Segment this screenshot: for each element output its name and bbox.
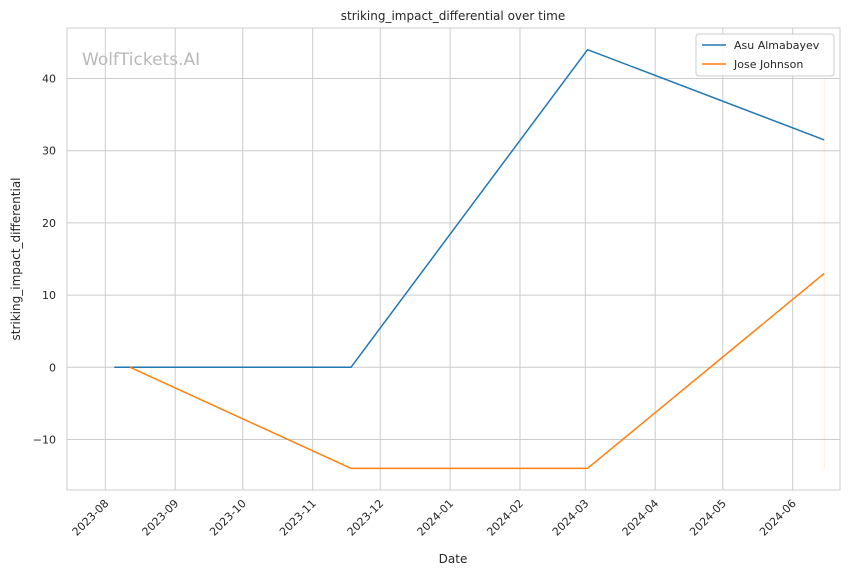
series-layer: [114, 48, 825, 470]
y-tick-label: 10: [42, 289, 56, 302]
y-tick-label: 40: [42, 73, 56, 86]
series-line-jose-johnson: [129, 272, 825, 470]
plot-frame: [66, 27, 841, 491]
x-axis-title: Date: [439, 552, 468, 566]
legend-box: [695, 33, 835, 77]
x-tick-label: 2023-12: [345, 497, 387, 539]
legend-label-asu-almabayev: Asu Almabayev: [734, 39, 820, 52]
legend: Asu Almabayev Jose Johnson: [695, 33, 835, 77]
watermark: WolfTickets.AI: [82, 50, 200, 70]
x-tick-labels: 2023-08 2023-09 2023-10 2023-11 2023-12 2024-…: [70, 497, 799, 539]
x-tick-label: 2024-03: [550, 497, 592, 539]
x-tick-label: 2023-08: [70, 497, 112, 539]
x-tick-label: 2024-05: [687, 497, 729, 539]
y-tick-label: 30: [42, 145, 56, 158]
x-tick-label: 2023-11: [277, 497, 319, 539]
y-tick-label: −10: [33, 433, 56, 446]
y-tick-label: 20: [42, 217, 56, 230]
series-line-asu-almabayev: [114, 48, 825, 369]
y-axis-title: striking_impact_differential: [9, 177, 23, 340]
x-tick-label: 2024-06: [757, 497, 799, 539]
x-tick-label: 2023-09: [140, 497, 182, 539]
x-tick-label: 2024-01: [415, 497, 457, 539]
y-tick-labels: −10 0 10 20 30 40: [33, 73, 56, 447]
y-tick-label: 0: [49, 361, 56, 374]
x-tick-label: 2023-10: [207, 497, 249, 539]
chart-title: striking_impact_differential over time: [341, 9, 566, 23]
grid: [67, 28, 840, 490]
x-tick-label: 2024-02: [484, 497, 526, 539]
x-tick-label: 2024-04: [620, 497, 662, 539]
legend-label-jose-johnson: Jose Johnson: [733, 58, 803, 71]
